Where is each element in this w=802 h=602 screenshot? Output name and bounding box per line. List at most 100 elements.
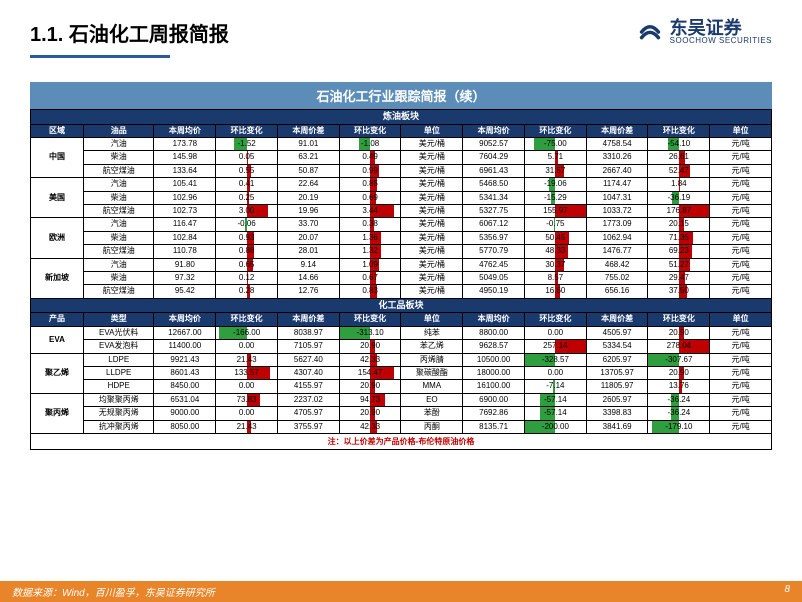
table-cell: 73.83 (216, 393, 278, 406)
table-cell: -57.14 (524, 407, 586, 420)
table-cell: 8050.00 (154, 420, 216, 433)
table-cell: 0.00 (524, 326, 586, 339)
table-cell: 4758.54 (586, 138, 648, 151)
table-cell: -313.10 (339, 326, 401, 339)
table-cell: 1773.09 (586, 218, 648, 231)
table-cell: 美元/桶 (401, 151, 463, 164)
table-cell: 元/吨 (710, 420, 772, 433)
table-cell: 71.35 (648, 231, 710, 244)
table-cell: 8038.97 (277, 326, 339, 339)
table-cell: 102.84 (154, 231, 216, 244)
col-header: 环比变化 (648, 124, 710, 137)
table-cell: 52.47 (648, 164, 710, 177)
table-cell: 1.09 (339, 258, 401, 271)
table-cell: -19.06 (524, 178, 586, 191)
product-cell: 柴油 (83, 231, 154, 244)
table-cell: 0.12 (216, 271, 278, 284)
table-cell: 0.00 (216, 407, 278, 420)
col-header: 环比变化 (216, 313, 278, 326)
table-cell: 42.33 (339, 353, 401, 366)
table-cell: 元/吨 (710, 407, 772, 420)
table-cell: 元/吨 (710, 271, 772, 284)
col-header: 环比变化 (648, 313, 710, 326)
table-cell: 0.00 (216, 380, 278, 393)
table-cell: 0.41 (216, 178, 278, 191)
table-cell: 8135.71 (463, 420, 525, 433)
table-cell: 22.64 (277, 178, 339, 191)
product-cell: 航空煤油 (83, 245, 154, 258)
table-cell: 16100.00 (463, 380, 525, 393)
table-cell: 20.90 (648, 367, 710, 380)
table-cell: 3398.83 (586, 407, 648, 420)
product-cell: 汽油 (83, 178, 154, 191)
table-cell: 91.01 (277, 138, 339, 151)
table-cell: 12.76 (277, 285, 339, 298)
table-cell: 30.37 (524, 258, 586, 271)
product-group: 聚丙烯 (31, 393, 84, 433)
table-cell: 4155.97 (277, 380, 339, 393)
table-cell: 3841.69 (586, 420, 648, 433)
table-cell: 0.25 (216, 191, 278, 204)
col-header: 单位 (401, 124, 463, 137)
footer-source: 数据来源：Wind，百川盈孚，东吴证券研究所 (12, 584, 215, 599)
table-cell: 69.23 (648, 245, 710, 258)
product-cell: 柴油 (83, 271, 154, 284)
table-cell: 116.47 (154, 218, 216, 231)
table-cell: 28.01 (277, 245, 339, 258)
table-cell: 5334.54 (586, 340, 648, 353)
product-group: 聚乙烯 (31, 353, 84, 393)
table-cell: 48.33 (524, 245, 586, 258)
table-cell: 278.04 (648, 340, 710, 353)
footer: 数据来源：Wind，百川盈孚，东吴证券研究所 8 (0, 581, 802, 602)
table-cell: 468.42 (586, 258, 648, 271)
logo-text-cn: 东吴证券 (670, 19, 772, 37)
table-cell: 1.36 (339, 231, 401, 244)
col-header: 单位 (710, 124, 772, 137)
table-cell: 105.41 (154, 178, 216, 191)
table-cell: 2667.40 (586, 164, 648, 177)
table-cell: 纯苯 (401, 326, 463, 339)
table-cell: 元/吨 (710, 164, 772, 177)
product-cell: 汽油 (83, 218, 154, 231)
table-cell: 元/吨 (710, 340, 772, 353)
table-cell: 173.78 (154, 138, 216, 151)
table-cell: -328.57 (524, 353, 586, 366)
region-cell: 中国 (31, 138, 84, 178)
table-cell: 美元/桶 (401, 271, 463, 284)
table-cell: 8800.00 (463, 326, 525, 339)
table-cell: MMA (401, 380, 463, 393)
table-cell: -15.29 (524, 191, 586, 204)
table-cell: 21.43 (216, 420, 278, 433)
table-cell: EO (401, 393, 463, 406)
table-cell: 3310.26 (586, 151, 648, 164)
table-cell: 美元/桶 (401, 205, 463, 218)
table-cell: 20.19 (277, 191, 339, 204)
data-table: 炼油板块区域油品本周均价环比变化本周价差环比变化单位本周均价环比变化本周价差环比… (30, 109, 772, 434)
table-cell: 元/吨 (710, 380, 772, 393)
table-cell: 5356.97 (463, 231, 525, 244)
table-cell: 9628.57 (463, 340, 525, 353)
table-cell: 元/吨 (710, 326, 772, 339)
table-cell: -179.10 (648, 420, 710, 433)
table-cell: 聚碳酸酯 (401, 367, 463, 380)
table-cell: 8450.00 (154, 380, 216, 393)
table-cell: 0.38 (339, 218, 401, 231)
table-cell: 元/吨 (710, 393, 772, 406)
table-cell: 美元/桶 (401, 191, 463, 204)
table-cell: 0.55 (216, 164, 278, 177)
table-title: 石油化工行业跟踪简报（续） (30, 82, 772, 109)
table-cell: 0.65 (216, 258, 278, 271)
col-header: 本周均价 (154, 124, 216, 137)
section-header: 炼油板块 (31, 110, 772, 125)
table-cell: 63.21 (277, 151, 339, 164)
table-cell: -36.19 (648, 191, 710, 204)
table-cell: 9052.57 (463, 138, 525, 151)
table-cell: 元/吨 (710, 151, 772, 164)
table-cell: 18000.00 (463, 367, 525, 380)
table-cell: 6961.43 (463, 164, 525, 177)
table-cell: 9921.43 (154, 353, 216, 366)
table-cell: -57.14 (524, 393, 586, 406)
table-cell: 11400.00 (154, 340, 216, 353)
table-cell: 8601.43 (154, 367, 216, 380)
company-logo: 东吴证券 SOOCHOW SECURITIES (636, 18, 772, 46)
